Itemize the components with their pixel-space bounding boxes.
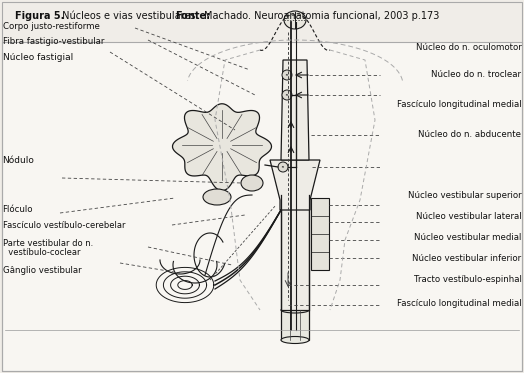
Text: Núcleo fastigial: Núcleo fastigial [3, 53, 73, 62]
Text: Fonte:: Fonte: [175, 11, 210, 21]
Text: Nódulo: Nódulo [3, 156, 35, 165]
Polygon shape [172, 104, 271, 191]
Text: Núcleo vestibular medial: Núcleo vestibular medial [414, 233, 521, 242]
Text: Machado. Neuroanatomia funcional, 2003 p.173: Machado. Neuroanatomia funcional, 2003 p… [204, 11, 440, 21]
Ellipse shape [203, 189, 231, 205]
Circle shape [278, 162, 288, 172]
Text: Corpo justo-restiforme: Corpo justo-restiforme [3, 22, 100, 31]
Text: Fascículo longitudinal medial: Fascículo longitudinal medial [397, 299, 521, 308]
Ellipse shape [241, 175, 263, 191]
Text: Núcleo vestibular lateral: Núcleo vestibular lateral [416, 212, 521, 221]
Text: Fascículo longitudinal medial: Fascículo longitudinal medial [397, 100, 521, 109]
Ellipse shape [281, 336, 309, 344]
Text: Núcleo do n. troclear: Núcleo do n. troclear [431, 70, 521, 79]
Text: Gânglio vestibular: Gânglio vestibular [3, 266, 81, 275]
Bar [311, 198, 329, 270]
Polygon shape [281, 60, 309, 160]
Text: Núcleo do n. abducente: Núcleo do n. abducente [418, 130, 521, 139]
Text: Parte vestibular do n.: Parte vestibular do n. [3, 239, 93, 248]
Text: vestíbulo-coclear: vestíbulo-coclear [3, 248, 80, 257]
Text: Tracto vestíbulo-espinhal: Tracto vestíbulo-espinhal [413, 275, 521, 283]
Text: Núcleo vestibular inferior: Núcleo vestibular inferior [412, 254, 521, 263]
Bar [281, 310, 309, 340]
Text: Núcleos e vias vestibulares.: Núcleos e vias vestibulares. [59, 11, 202, 21]
Ellipse shape [284, 11, 306, 29]
Text: Flóculo: Flóculo [3, 205, 33, 214]
Text: Fibra fastigio-vestibular: Fibra fastigio-vestibular [3, 37, 104, 46]
Text: Núcleo do n. oculomotor: Núcleo do n. oculomotor [416, 43, 521, 52]
Text: Figura 5.: Figura 5. [15, 11, 64, 21]
Text: Fascículo vestíbulo-cerebelar: Fascículo vestíbulo-cerebelar [3, 221, 125, 230]
Bar [2, 42, 522, 371]
Circle shape [282, 70, 292, 80]
Circle shape [282, 90, 292, 100]
Text: Núcleo vestibular superior: Núcleo vestibular superior [408, 191, 521, 200]
Ellipse shape [281, 307, 309, 313]
Polygon shape [270, 160, 320, 210]
Bar [281, 195, 309, 310]
